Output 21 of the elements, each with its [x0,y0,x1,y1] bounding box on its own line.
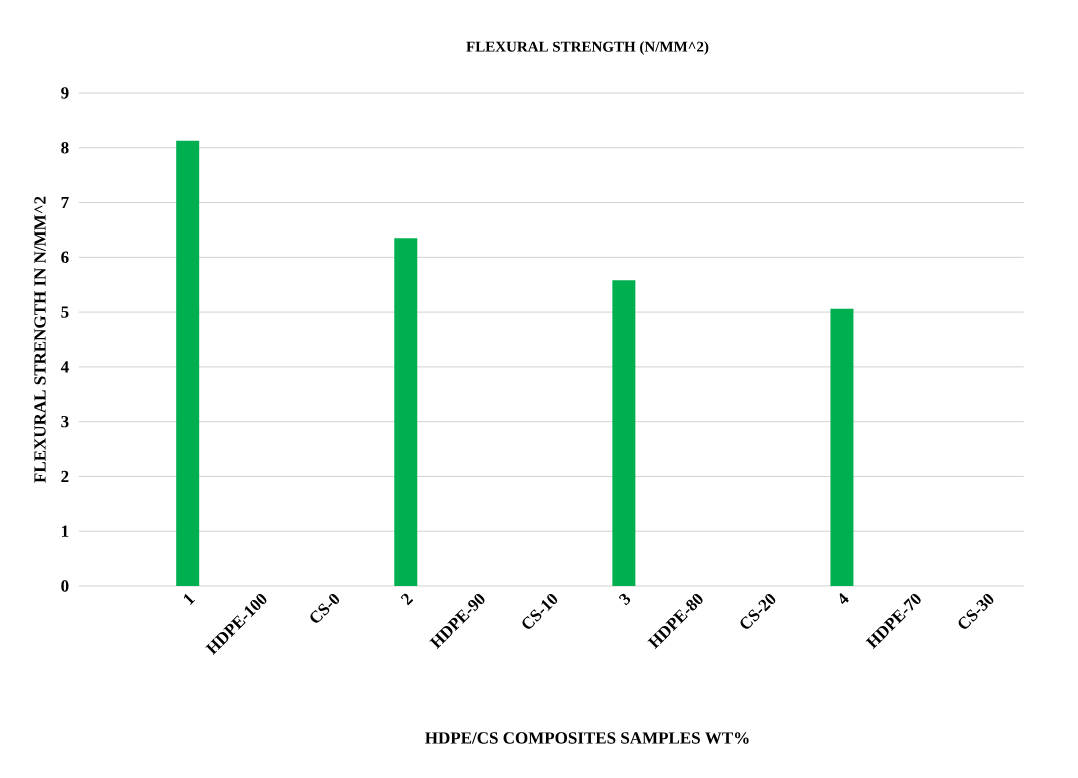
y-tick-label: 7 [61,196,69,209]
x-tick-label: 4 [839,592,849,605]
y-tick-label: 0 [61,580,69,592]
chart-title: FLEXURAL STRENGTH (N/MM^2) [466,41,709,55]
x-tick-label: 2 [400,593,414,606]
y-tick-label: 6 [61,251,69,264]
y-tick-label: 5 [61,306,69,318]
bar [176,140,200,586]
y-tick-label: 4 [60,361,69,373]
y-tick-label: 8 [61,142,69,154]
x-axis-title: HDPE/CS COMPOSITES SAMPLES WT% [425,732,749,744]
x-tick-label: 3 [618,593,631,606]
x-tick-label: 1 [183,593,196,605]
bar [612,280,636,586]
y-tick-label: 1 [62,525,69,537]
bar [830,308,854,586]
y-axis-title: FLEXURAL STRENGTH IN N/MM^2 [34,196,46,483]
y-tick-label: 3 [61,415,69,428]
bar [394,238,418,586]
y-tick-label: 9 [61,87,69,99]
y-tick-label: 2 [61,470,69,483]
